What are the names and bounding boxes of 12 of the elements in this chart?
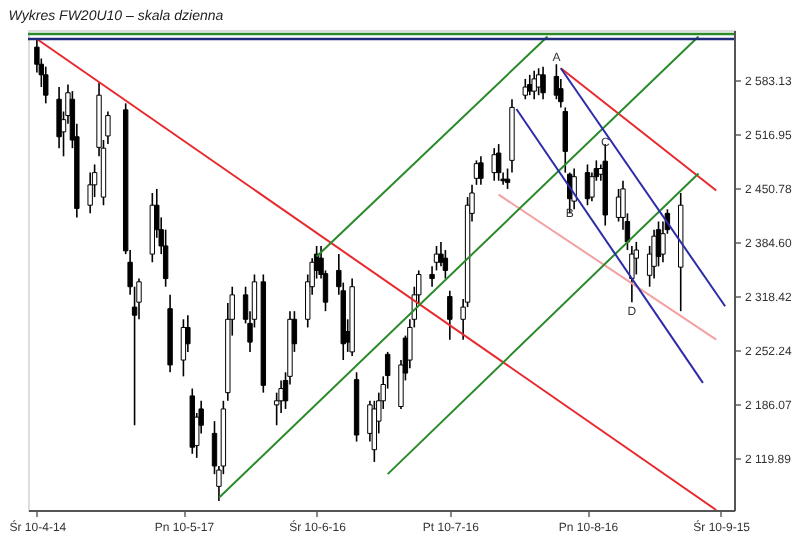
candlestick bbox=[442, 249, 449, 280]
candlestick bbox=[43, 65, 49, 105]
candlestick bbox=[87, 171, 93, 215]
candlestick bbox=[651, 228, 657, 280]
candlestick bbox=[371, 400, 378, 463]
candlestick bbox=[495, 143, 502, 182]
candlestick bbox=[447, 289, 453, 341]
candlestick bbox=[571, 167, 577, 211]
candlestick bbox=[478, 155, 484, 186]
candlestick bbox=[522, 78, 529, 101]
candlestick bbox=[491, 147, 497, 182]
candlestick bbox=[562, 106, 568, 174]
